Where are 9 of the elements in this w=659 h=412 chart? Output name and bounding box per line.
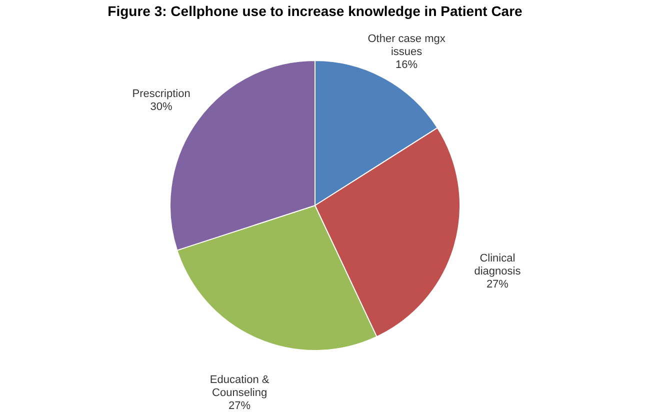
slice-label: Clinical diagnosis [474, 252, 522, 278]
data-label: 16% [396, 59, 418, 71]
data-label: 30% [150, 100, 173, 113]
data-label: 27% [228, 400, 251, 412]
slice-label: Other case mgx issues [368, 33, 446, 58]
chart-title: Figure 3: Cellphone use to increase knowledge in Patient Care [108, 3, 523, 19]
slice-label: Prescription [132, 88, 190, 100]
data-label: 27% [486, 278, 509, 291]
slice-label: Education & Counseling [210, 374, 270, 399]
